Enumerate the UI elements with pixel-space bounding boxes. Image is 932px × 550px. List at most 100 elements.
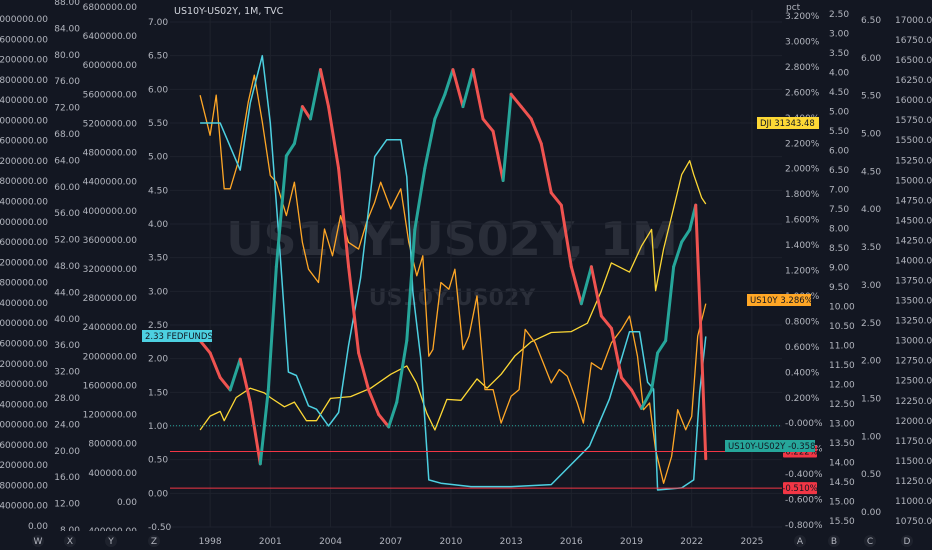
axis6-tick: 8.50 [829,244,849,254]
spread-segment [619,376,634,392]
axis6-tick: 13.00 [829,420,855,430]
axis3-tick: 5200000.00 [83,119,138,129]
axis4-tick: 0.00 [148,489,168,499]
axis1-tick: 2800000.00 [0,380,48,390]
x-tick: 2013 [500,537,523,547]
axis8-tick: 14250.00 [895,236,932,246]
axis8-tick: 17000.00 [895,16,932,26]
axis5-tick: 2.000% [785,165,820,175]
spread-segment [208,351,222,380]
axis2-tick: 40.00 [54,315,80,325]
axis7-tick: 4.00 [861,205,881,215]
fedfunds-label: 2.33 FEDFUNDS [145,332,213,342]
axis7-tick: 4.50 [861,167,881,177]
axis5-tick: 1.400% [785,241,820,251]
spread-segment [318,68,331,109]
axis3-tick: 1200000.00 [83,411,138,421]
spread-segment [579,265,593,306]
axis2-tick: 48.00 [54,262,80,272]
axis8-tick: 13000.00 [895,337,932,347]
axis1-tick: 400000.00 [0,502,48,512]
axis3-tick: 4800000.00 [83,149,138,159]
axis8-tick: 14000.00 [895,256,932,266]
axis5-tick: 1.600% [785,216,820,226]
x-tick: 2025 [740,537,763,547]
axis6-tick: 12.50 [829,400,855,410]
fedfunds-line [200,54,707,491]
axis7-tick: 2.50 [861,319,881,329]
axis1-tick: 0.00 [28,522,48,532]
axis1-tick: 10000000.00 [0,15,48,25]
axis6-tick: 3.50 [829,49,849,59]
axis4-tick: 4.00 [148,220,168,230]
axis6-tick: 7.00 [829,186,849,196]
axis7-tick: 3.00 [861,281,881,291]
axis2-tick: 80.00 [54,51,80,61]
axis8-tick: 13500.00 [895,297,932,307]
spread-segment [413,166,427,232]
dji-line [199,160,707,431]
axis5-tick: -0.600% [785,496,823,506]
bottom-button [864,535,876,547]
axis7-tick: 5.50 [861,92,881,102]
axis4-tick: 2.50 [148,321,168,331]
spread-segment [664,265,676,343]
spread-segment [284,142,296,158]
h-level-label: -0.510% [782,484,817,494]
spread-segment [405,228,417,343]
spread-label: US10Y-US02Y -0.3581 [728,442,821,452]
axis8-tick: 10750.00 [895,517,932,527]
axis1-tick: 2000000.00 [0,421,48,431]
axis4-tick: 4.50 [148,186,168,196]
axis1-tick: 3600000.00 [0,339,48,349]
axis4-tick: 6.50 [148,52,168,62]
bottom-button-label: Z [151,537,157,547]
fedfunds-badge [142,330,212,342]
axis8-tick: 15750.00 [895,116,932,126]
axis1-tick: 6400000.00 [0,198,48,208]
axis4-tick: 1.00 [148,422,168,432]
spread-segment [387,400,399,429]
spread-segment [630,388,644,410]
bottom-button-label: Y [107,537,114,547]
axis1-tick: 5600000.00 [0,238,48,248]
bottom-button-label: B [831,537,837,547]
x-tick: 2016 [560,537,583,547]
spread-segment [481,117,495,133]
axis1-tick: 4000000.00 [0,319,48,329]
axis4-tick: 1.50 [148,388,168,398]
axis6-tick: 9.00 [829,264,849,274]
axis5-tick: 0.600% [785,343,820,353]
axis7-tick: 3.50 [861,243,881,253]
axis2-tick: 32.00 [54,368,80,378]
axis4-tick: 6.00 [148,85,168,95]
spread-segment [357,351,371,392]
axis1-tick: 1600000.00 [0,441,48,451]
spread-segment [539,142,553,195]
axis6-tick: 6.50 [829,166,849,176]
axis3-tick: 3600000.00 [83,236,138,246]
axis8-tick: 12500.00 [895,377,932,387]
axis2-tick: 56.00 [54,209,80,219]
axis2-tick: 28.00 [54,394,80,404]
bottom-button [901,535,913,547]
spread-segment [266,265,278,392]
spread-segment [694,203,704,355]
spread-segment [519,105,533,121]
axis7-tick: 2.00 [861,357,881,367]
axis5-tick: 3.000% [785,37,820,47]
axis4-tick: -0.50 [148,523,172,533]
h-level-badge [783,482,817,495]
axis6-tick: 14.00 [829,459,855,469]
axis3-tick: 6400000.00 [83,32,138,42]
spread-segment [367,388,381,417]
us10y-line [199,74,707,484]
axis8-tick: 16500.00 [895,56,932,66]
axis8-tick: 15500.00 [895,136,932,146]
axis6-tick: 10.00 [829,303,855,313]
axis4-tick: 5.00 [148,153,168,163]
bottom-button-label: A [797,537,804,547]
axis5-tick: 3.200% [785,12,820,22]
spread-segment [308,68,322,121]
spread-segment [238,357,252,404]
